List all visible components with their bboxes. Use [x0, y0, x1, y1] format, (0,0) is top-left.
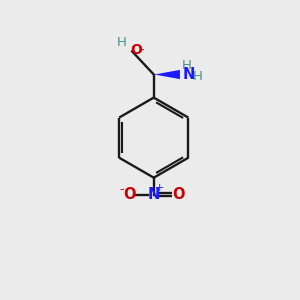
- Text: H: H: [182, 59, 192, 72]
- Text: O: O: [172, 187, 184, 202]
- Text: -: -: [119, 183, 124, 196]
- Text: O: O: [131, 43, 142, 57]
- Text: -: -: [139, 44, 144, 56]
- Text: +: +: [155, 184, 165, 194]
- Text: N: N: [182, 67, 195, 82]
- Text: N: N: [148, 187, 160, 202]
- Polygon shape: [154, 70, 180, 79]
- Text: H: H: [116, 36, 126, 49]
- Text: H: H: [193, 70, 202, 83]
- Text: O: O: [123, 187, 135, 202]
